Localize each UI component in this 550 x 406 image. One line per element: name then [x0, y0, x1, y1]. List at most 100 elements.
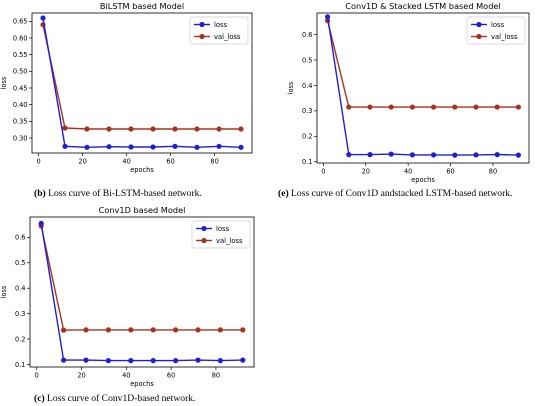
x-tick-label: 20	[78, 158, 86, 166]
caption-conv1d: (c) Loss curve of Conv1D-based network.	[34, 393, 195, 404]
data-point-val_loss	[216, 126, 222, 132]
plot-frame	[29, 216, 255, 368]
y-tick-label: 0.1	[15, 361, 26, 369]
x-axis-label: epochs	[130, 380, 154, 388]
data-point-val_loss	[150, 126, 156, 132]
data-point-val_loss	[61, 327, 67, 333]
data-point-loss	[452, 152, 458, 158]
data-point-loss	[62, 143, 68, 149]
data-point-loss	[150, 144, 156, 150]
y-axis-label: loss	[0, 285, 8, 298]
chart-panel-bilstm: BiLSTM based Model 0 20 40 60 80 0.30 0.35 0.40 0…	[0, 0, 275, 203]
caption-conv1d-stacked-lstm: (e) Loss curve of Conv1D andstacked LSTM…	[278, 188, 512, 199]
data-point-val_loss	[431, 104, 437, 110]
data-point-val_loss	[388, 104, 394, 110]
data-point-val_loss	[367, 104, 373, 110]
y-tick-label: 0.3	[302, 107, 313, 115]
chart-svg-bilstm: BiLSTM based Model 0 20 40 60 80 0.30 0.35 0.40 0…	[0, 1, 253, 174]
y-axis-label: loss	[287, 81, 295, 94]
series-line-loss	[42, 17, 242, 149]
legend-label: val_loss	[214, 33, 241, 41]
data-point-loss	[40, 15, 46, 21]
y-tick-label: 0.5	[15, 259, 26, 267]
x-tick-label: 80	[210, 158, 218, 166]
x-tick-label: 0	[35, 372, 39, 380]
data-point-val_loss	[106, 126, 112, 132]
data-point-loss	[367, 152, 373, 158]
series-line-loss	[326, 16, 519, 156]
legend-swatch-marker	[201, 225, 207, 232]
data-point-val_loss	[346, 104, 352, 110]
data-point-loss	[238, 144, 244, 150]
data-point-val_loss	[494, 104, 500, 110]
x-tick-label: 40	[404, 168, 412, 176]
legend-box	[466, 16, 526, 45]
x-tick-label: 20	[362, 168, 370, 176]
caption-label: (e)	[278, 188, 289, 199]
data-point-loss	[216, 143, 222, 149]
x-axis-label: epochs	[130, 166, 154, 174]
y-tick-label: 0.60	[13, 34, 28, 42]
chart-panel-conv1d: Conv1D based Model 0 20 40 60 80 0.1 0.2 0.3 0.4 0…	[0, 203, 275, 406]
legend-label: val_loss	[491, 33, 518, 41]
series-line-val_loss	[40, 225, 243, 331]
y-tick-label: 0.50	[13, 68, 28, 76]
chart-title: BiLSTM based Model	[100, 1, 184, 11]
data-point-val_loss	[240, 327, 246, 333]
data-point-loss	[494, 152, 500, 158]
data-point-loss	[388, 151, 394, 157]
data-point-loss	[128, 358, 134, 364]
legend-swatch-marker	[476, 21, 482, 28]
y-tick-label: 0.2	[302, 133, 313, 141]
caption-label: (c)	[34, 393, 45, 404]
y-tick-label: 0.6	[302, 31, 313, 39]
caption-text: Loss curve of Conv1D andstacked LSTM-bas…	[288, 188, 513, 199]
data-point-val_loss	[173, 327, 179, 333]
data-point-val_loss	[84, 126, 90, 132]
data-point-loss	[173, 358, 179, 364]
legend-label: loss	[216, 225, 230, 233]
data-point-loss	[409, 152, 415, 158]
y-tick-label: 0.5	[302, 56, 313, 64]
caption-label: (b)	[34, 188, 46, 199]
data-point-val_loss	[409, 104, 415, 110]
data-point-loss	[240, 357, 246, 363]
y-tick-label: 0.4	[302, 82, 313, 90]
caption-bilstm: (b) Loss curve of Bi-LSTM-based network.	[34, 188, 202, 199]
data-point-loss	[84, 144, 90, 150]
chart-panel-conv1d-stacked-lstm: Conv1D & Stacked LSTM based Model 0 20 40 60…	[275, 0, 550, 203]
y-tick-label: 0.6	[15, 234, 26, 242]
data-point-loss	[150, 358, 156, 364]
data-point-val_loss	[150, 327, 156, 333]
x-tick-label: 60	[167, 372, 175, 380]
y-tick-label: 0.65	[13, 18, 28, 26]
legend-swatch-marker	[199, 33, 205, 40]
data-point-val_loss	[105, 327, 111, 333]
y-tick-label: 0.35	[13, 118, 28, 126]
x-tick-label: 60	[446, 168, 454, 176]
x-tick-label: 0	[36, 158, 40, 166]
legend-label: val_loss	[216, 237, 243, 245]
x-tick-label: 80	[489, 168, 497, 176]
x-tick-label: 20	[77, 372, 85, 380]
data-point-loss	[106, 144, 112, 150]
series-line-val_loss	[42, 24, 241, 130]
legend-box	[191, 220, 251, 249]
data-point-val_loss	[83, 327, 89, 333]
caption-text: Loss curve of Conv1D-based network.	[44, 393, 196, 404]
y-tick-label: 0.4	[15, 284, 26, 292]
data-point-val_loss	[473, 104, 479, 110]
y-tick-label: 0.45	[13, 84, 28, 92]
series-line-val_loss	[326, 20, 519, 108]
chart-title: Conv1D based Model	[99, 205, 186, 215]
data-point-loss	[38, 220, 44, 226]
y-axis-label: loss	[0, 76, 8, 89]
data-point-loss	[515, 152, 521, 158]
series-line-loss	[40, 223, 243, 362]
data-point-loss	[194, 144, 200, 150]
data-point-val_loss	[217, 327, 223, 333]
data-point-loss	[172, 143, 178, 149]
legend-swatch-marker	[199, 21, 205, 28]
data-point-val_loss	[515, 104, 521, 110]
data-point-loss	[346, 152, 352, 158]
